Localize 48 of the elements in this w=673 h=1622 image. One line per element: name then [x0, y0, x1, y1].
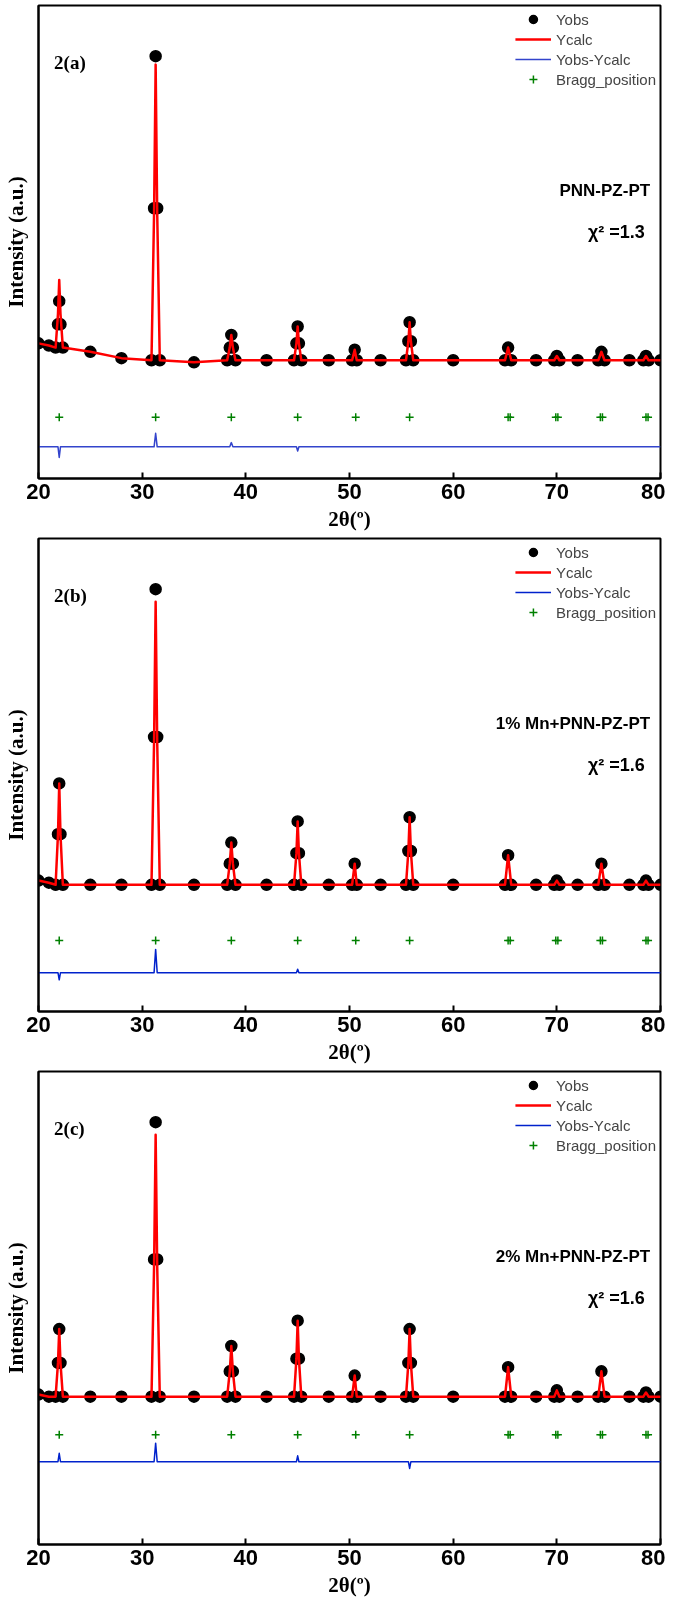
legend-label: Ycalc [555, 30, 593, 48]
legend-label: Bragg_position [555, 1136, 656, 1154]
x-tick-label: 30 [129, 1544, 155, 1570]
x-tick-label: 60 [440, 1544, 466, 1570]
y-axis-title: Intensity (a.u.) [3, 709, 28, 841]
y-axis-title: Intensity (a.u.) [3, 176, 28, 308]
legend-label: Yobs-Ycalc [555, 583, 631, 601]
annotation: 2(b) [54, 585, 87, 608]
annotation: PNN-PZ-PT [559, 180, 651, 200]
x-tick-label: 80 [641, 1011, 666, 1037]
legend-label: Ycalc [555, 563, 593, 581]
annotation: χ² =1.3 [587, 222, 645, 242]
x-tick-label: 60 [440, 478, 466, 504]
x-axis-title: 2θ(º) [328, 1572, 371, 1597]
x-tick-label: 70 [544, 478, 570, 504]
legend-label: Yobs [555, 543, 589, 561]
x-tick-label: 50 [337, 478, 362, 504]
legend-label: Bragg_position [555, 603, 656, 621]
annotation: 1% Mn+PNN-PZ-PT [495, 713, 651, 733]
x-tick-label: 40 [233, 478, 259, 504]
annotation: 2% Mn+PNN-PZ-PT [495, 1246, 651, 1266]
annotation: χ² =1.6 [587, 755, 645, 775]
x-tick-label: 20 [26, 1544, 51, 1570]
x-tick-label: 20 [26, 1011, 51, 1037]
legend-label: Yobs [555, 1076, 589, 1094]
x-tick-label: 40 [233, 1011, 259, 1037]
annotation: 2(c) [54, 1118, 85, 1141]
x-axis-title: 2θ(º) [328, 506, 371, 531]
annotation: χ² =1.6 [587, 1288, 645, 1308]
x-tick-label: 60 [440, 1011, 466, 1037]
legend-label: Ycalc [555, 1096, 593, 1114]
x-tick-label: 80 [641, 1544, 666, 1570]
legend-label: Yobs [555, 10, 589, 28]
x-tick-label: 70 [544, 1544, 570, 1570]
legend-label: Yobs-Ycalc [555, 50, 631, 68]
x-tick-label: 30 [129, 1011, 155, 1037]
x-tick-label: 50 [337, 1544, 362, 1570]
x-tick-label: 50 [337, 1011, 362, 1037]
x-tick-label: 80 [641, 478, 666, 504]
x-tick-label: 70 [544, 1011, 570, 1037]
x-axis-title: 2θ(º) [328, 1039, 371, 1064]
x-tick-label: 40 [233, 1544, 259, 1570]
x-tick-label: 30 [129, 478, 155, 504]
annotation: 2(a) [54, 52, 86, 75]
legend-label: Bragg_position [555, 70, 656, 88]
x-tick-label: 20 [26, 478, 51, 504]
legend-label: Yobs-Ycalc [555, 1116, 631, 1134]
y-axis-title: Intensity (a.u.) [3, 1242, 28, 1374]
